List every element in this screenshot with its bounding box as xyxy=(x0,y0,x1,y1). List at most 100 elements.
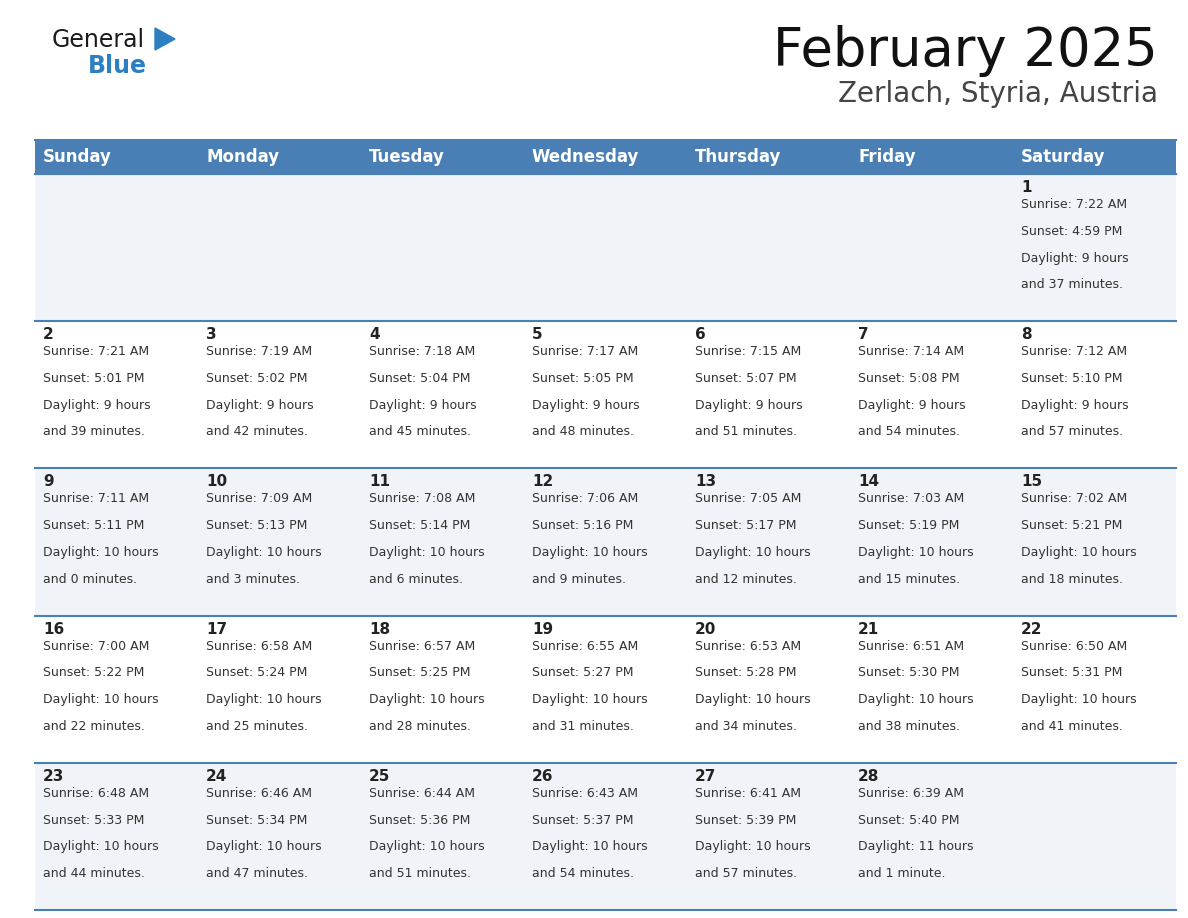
Text: and 9 minutes.: and 9 minutes. xyxy=(532,573,626,586)
Text: Daylight: 10 hours: Daylight: 10 hours xyxy=(43,693,159,706)
Text: Daylight: 10 hours: Daylight: 10 hours xyxy=(369,840,485,854)
Text: and 57 minutes.: and 57 minutes. xyxy=(695,868,797,880)
Text: Sunset: 5:30 PM: Sunset: 5:30 PM xyxy=(858,666,960,679)
Text: Daylight: 10 hours: Daylight: 10 hours xyxy=(695,840,810,854)
Text: and 51 minutes.: and 51 minutes. xyxy=(695,425,797,439)
Text: Sunrise: 7:09 AM: Sunrise: 7:09 AM xyxy=(206,492,312,506)
Text: Daylight: 10 hours: Daylight: 10 hours xyxy=(695,693,810,706)
Text: 7: 7 xyxy=(858,327,868,342)
Text: and 12 minutes.: and 12 minutes. xyxy=(695,573,797,586)
Text: and 42 minutes.: and 42 minutes. xyxy=(206,425,308,439)
Text: and 22 minutes.: and 22 minutes. xyxy=(43,720,145,733)
Text: Sunset: 5:21 PM: Sunset: 5:21 PM xyxy=(1020,520,1123,532)
Text: Sunset: 5:10 PM: Sunset: 5:10 PM xyxy=(1020,372,1123,385)
Bar xyxy=(34,321,1176,468)
Bar xyxy=(361,140,524,174)
Text: and 31 minutes.: and 31 minutes. xyxy=(532,720,634,733)
Text: 5: 5 xyxy=(532,327,543,342)
Bar xyxy=(687,140,849,174)
Bar xyxy=(34,763,1176,910)
Text: Daylight: 10 hours: Daylight: 10 hours xyxy=(532,840,647,854)
Text: 2: 2 xyxy=(43,327,53,342)
Text: Daylight: 10 hours: Daylight: 10 hours xyxy=(206,546,322,559)
Text: Daylight: 10 hours: Daylight: 10 hours xyxy=(43,840,159,854)
Text: Sunrise: 6:57 AM: Sunrise: 6:57 AM xyxy=(369,640,475,653)
Text: 8: 8 xyxy=(1020,327,1031,342)
Bar xyxy=(849,140,1013,174)
Text: Sunset: 5:07 PM: Sunset: 5:07 PM xyxy=(695,372,797,385)
Text: and 1 minute.: and 1 minute. xyxy=(858,868,946,880)
Text: Saturday: Saturday xyxy=(1020,148,1106,166)
Text: and 6 minutes.: and 6 minutes. xyxy=(369,573,463,586)
Text: Sunrise: 6:48 AM: Sunrise: 6:48 AM xyxy=(43,787,150,800)
Text: and 37 minutes.: and 37 minutes. xyxy=(1020,278,1123,291)
Text: Sunset: 5:34 PM: Sunset: 5:34 PM xyxy=(206,813,308,826)
Text: 23: 23 xyxy=(43,768,64,784)
Text: Sunrise: 6:55 AM: Sunrise: 6:55 AM xyxy=(532,640,638,653)
Text: Sunrise: 6:39 AM: Sunrise: 6:39 AM xyxy=(858,787,963,800)
Text: Sunset: 5:31 PM: Sunset: 5:31 PM xyxy=(1020,666,1123,679)
Text: and 28 minutes.: and 28 minutes. xyxy=(369,720,470,733)
Text: Sunset: 5:05 PM: Sunset: 5:05 PM xyxy=(532,372,633,385)
Text: Daylight: 9 hours: Daylight: 9 hours xyxy=(532,398,639,412)
Text: Sunrise: 7:12 AM: Sunrise: 7:12 AM xyxy=(1020,345,1127,358)
Text: 10: 10 xyxy=(206,475,227,489)
Text: Sunrise: 7:11 AM: Sunrise: 7:11 AM xyxy=(43,492,150,506)
Bar xyxy=(1013,140,1176,174)
Text: Sunrise: 7:14 AM: Sunrise: 7:14 AM xyxy=(858,345,965,358)
Text: Daylight: 10 hours: Daylight: 10 hours xyxy=(858,693,974,706)
Text: and 47 minutes.: and 47 minutes. xyxy=(206,868,308,880)
Text: and 54 minutes.: and 54 minutes. xyxy=(858,425,960,439)
Text: Daylight: 9 hours: Daylight: 9 hours xyxy=(695,398,803,412)
Text: Daylight: 9 hours: Daylight: 9 hours xyxy=(1020,252,1129,264)
Text: 11: 11 xyxy=(369,475,390,489)
Text: Sunset: 5:08 PM: Sunset: 5:08 PM xyxy=(858,372,960,385)
Text: Sunrise: 7:21 AM: Sunrise: 7:21 AM xyxy=(43,345,150,358)
Text: Sunrise: 7:00 AM: Sunrise: 7:00 AM xyxy=(43,640,150,653)
Text: Sunset: 5:16 PM: Sunset: 5:16 PM xyxy=(532,520,633,532)
Text: Sunset: 5:40 PM: Sunset: 5:40 PM xyxy=(858,813,960,826)
Text: Sunrise: 7:06 AM: Sunrise: 7:06 AM xyxy=(532,492,638,506)
Text: Sunday: Sunday xyxy=(43,148,112,166)
Text: Sunrise: 6:50 AM: Sunrise: 6:50 AM xyxy=(1020,640,1127,653)
Text: February 2025: February 2025 xyxy=(773,25,1158,77)
Text: and 3 minutes.: and 3 minutes. xyxy=(206,573,301,586)
Text: 25: 25 xyxy=(369,768,391,784)
Text: 27: 27 xyxy=(695,768,716,784)
Text: 3: 3 xyxy=(206,327,216,342)
Text: 26: 26 xyxy=(532,768,554,784)
Text: Sunrise: 6:58 AM: Sunrise: 6:58 AM xyxy=(206,640,312,653)
Bar xyxy=(524,140,687,174)
Text: Daylight: 10 hours: Daylight: 10 hours xyxy=(1020,546,1137,559)
Bar xyxy=(34,616,1176,763)
Text: Sunrise: 6:53 AM: Sunrise: 6:53 AM xyxy=(695,640,801,653)
Text: Daylight: 10 hours: Daylight: 10 hours xyxy=(858,546,974,559)
Text: and 44 minutes.: and 44 minutes. xyxy=(43,868,145,880)
Text: Sunset: 5:02 PM: Sunset: 5:02 PM xyxy=(206,372,308,385)
Text: Sunset: 5:27 PM: Sunset: 5:27 PM xyxy=(532,666,633,679)
Text: Daylight: 10 hours: Daylight: 10 hours xyxy=(206,840,322,854)
Text: Tuesday: Tuesday xyxy=(369,148,444,166)
Text: Daylight: 9 hours: Daylight: 9 hours xyxy=(1020,398,1129,412)
Text: Thursday: Thursday xyxy=(695,148,782,166)
Text: 22: 22 xyxy=(1020,621,1043,636)
Polygon shape xyxy=(154,28,175,50)
Bar xyxy=(34,174,1176,321)
Text: Daylight: 11 hours: Daylight: 11 hours xyxy=(858,840,973,854)
Text: and 34 minutes.: and 34 minutes. xyxy=(695,720,797,733)
Text: Wednesday: Wednesday xyxy=(532,148,639,166)
Bar xyxy=(198,140,361,174)
Text: 14: 14 xyxy=(858,475,879,489)
Text: Daylight: 9 hours: Daylight: 9 hours xyxy=(43,398,151,412)
Bar xyxy=(34,140,198,174)
Text: Sunset: 5:28 PM: Sunset: 5:28 PM xyxy=(695,666,796,679)
Text: Daylight: 10 hours: Daylight: 10 hours xyxy=(532,546,647,559)
Text: and 48 minutes.: and 48 minutes. xyxy=(532,425,634,439)
Text: and 54 minutes.: and 54 minutes. xyxy=(532,868,634,880)
Text: 21: 21 xyxy=(858,621,879,636)
Text: 17: 17 xyxy=(206,621,227,636)
Text: Daylight: 10 hours: Daylight: 10 hours xyxy=(43,546,159,559)
Text: Sunrise: 7:17 AM: Sunrise: 7:17 AM xyxy=(532,345,638,358)
Text: 6: 6 xyxy=(695,327,706,342)
Text: 12: 12 xyxy=(532,475,554,489)
